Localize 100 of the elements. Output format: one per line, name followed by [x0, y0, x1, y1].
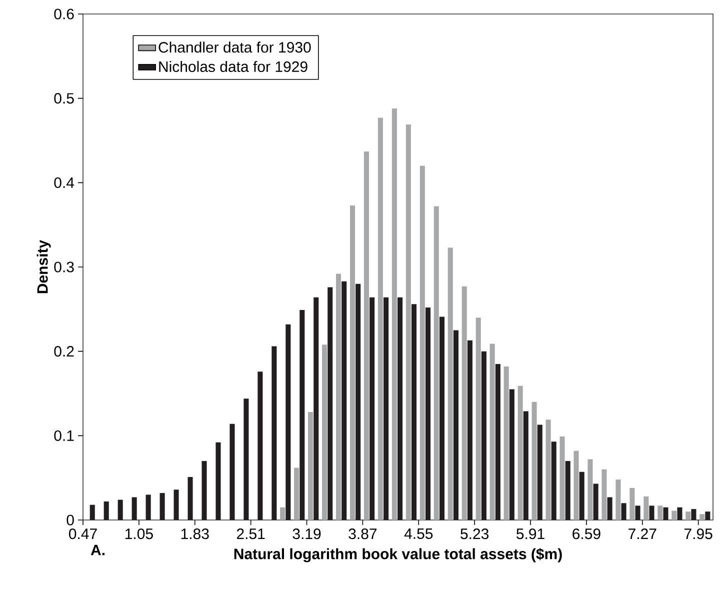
bar — [509, 389, 514, 520]
bar — [518, 386, 523, 520]
legend-label: Chandler data for 1930 — [158, 42, 311, 53]
bar — [328, 287, 333, 520]
bar — [132, 497, 137, 520]
x-tick-label: 7.95 — [684, 528, 712, 540]
bar — [663, 507, 668, 520]
x-tick-label: 3.87 — [348, 528, 377, 540]
y-tick-label: 0 — [66, 514, 74, 526]
bar — [370, 297, 375, 520]
x-tick-label: 5.23 — [460, 528, 489, 540]
bar — [398, 297, 403, 520]
bar — [258, 372, 263, 520]
bar — [188, 476, 193, 520]
bar — [216, 442, 221, 520]
bar — [658, 506, 663, 520]
bar — [314, 297, 319, 520]
bar — [630, 488, 635, 520]
x-axis-title: Natural logarithm book value total assets ($m) — [234, 548, 562, 562]
bar — [272, 346, 277, 520]
legend-label: Nicholas data for 1929 — [159, 60, 308, 72]
bar — [691, 509, 696, 520]
x-tick-label: 7.27 — [628, 528, 656, 539]
bar — [342, 281, 347, 520]
x-tick-label: 5.91 — [516, 528, 544, 540]
bar — [350, 205, 355, 520]
x-tick-label: 2.51 — [236, 528, 265, 540]
bar — [425, 307, 431, 520]
bar — [392, 108, 397, 520]
bar — [280, 507, 286, 520]
bar — [532, 402, 537, 520]
bar — [384, 297, 389, 520]
bar — [621, 503, 626, 520]
bar — [300, 310, 305, 520]
bar — [476, 318, 481, 520]
bar — [467, 340, 472, 520]
y-tick-label: 0.2 — [54, 346, 74, 357]
y-tick-label: 0.3 — [54, 262, 74, 272]
bar — [90, 504, 95, 520]
bar — [602, 469, 607, 520]
bar — [448, 248, 453, 520]
bar — [286, 324, 291, 520]
bar — [308, 412, 314, 520]
bar — [686, 512, 691, 520]
bar — [406, 124, 411, 520]
y-tick-label: 0.6 — [54, 8, 74, 20]
bar — [551, 442, 556, 520]
bar — [453, 330, 458, 520]
bar — [644, 496, 649, 520]
bar — [705, 512, 710, 520]
bar — [160, 493, 165, 520]
bar — [616, 480, 621, 520]
bar — [649, 506, 654, 520]
y-tick-label: 0.5 — [54, 93, 74, 104]
bar — [490, 344, 495, 520]
bar — [700, 514, 705, 520]
bar — [174, 490, 179, 520]
bar — [322, 344, 328, 520]
x-tick-label: 1.83 — [181, 528, 209, 540]
bar — [244, 398, 249, 520]
bar — [560, 436, 565, 520]
bar — [677, 507, 682, 520]
x-tick-label: 1.05 — [125, 528, 153, 540]
bar — [462, 286, 467, 520]
x-tick-label: 3.19 — [292, 528, 321, 540]
bar — [356, 284, 361, 520]
bar — [294, 468, 300, 520]
bar — [593, 484, 598, 520]
x-tick-label: 4.55 — [404, 528, 433, 539]
y-tick-label: 0.1 — [54, 430, 74, 441]
bar — [504, 366, 509, 520]
bar — [607, 497, 612, 520]
bar — [574, 450, 579, 520]
bar — [537, 424, 542, 520]
bar — [378, 118, 383, 520]
x-tick-label: 6.59 — [572, 528, 600, 540]
y-tick-label: 0.4 — [54, 177, 74, 188]
bar — [588, 459, 593, 520]
bar — [420, 166, 425, 520]
bar — [579, 472, 584, 520]
bar — [336, 274, 342, 520]
x-tick-label: 0.47 — [68, 528, 97, 540]
text: A. — [90, 544, 104, 556]
bar — [439, 316, 445, 520]
bar — [230, 424, 235, 520]
bar — [523, 411, 528, 520]
bar — [364, 151, 369, 520]
bar — [565, 460, 570, 520]
bar — [146, 494, 151, 520]
y-axis-title: Density — [36, 240, 51, 294]
bar — [434, 206, 439, 520]
bar — [118, 500, 123, 520]
bar — [672, 510, 677, 520]
bar — [412, 304, 417, 520]
bar — [202, 460, 207, 520]
bar — [481, 351, 486, 520]
bar — [495, 364, 500, 520]
bar — [104, 501, 109, 520]
bar — [546, 420, 551, 520]
bar — [635, 506, 640, 520]
